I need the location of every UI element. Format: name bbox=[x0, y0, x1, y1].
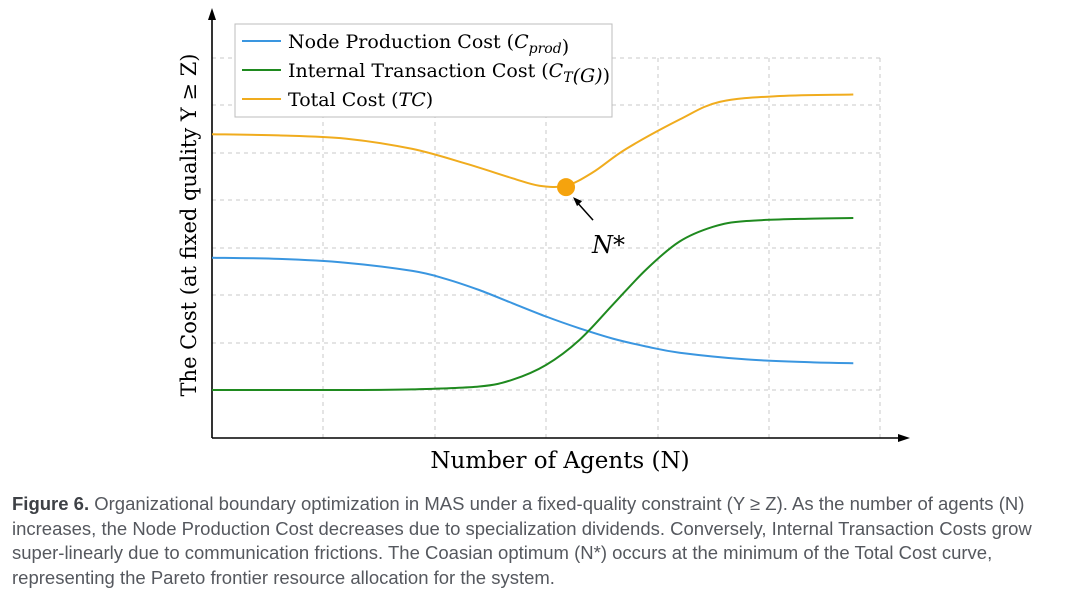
line-chart: N* Number of Agents (N) The Cost (at fix… bbox=[177, 8, 910, 474]
figure-caption: Figure 6. Organizational boundary optimi… bbox=[12, 492, 1070, 590]
legend-entry: Total Cost (TC) bbox=[288, 89, 433, 111]
optimum-label: N* bbox=[591, 231, 625, 259]
caption-label: Figure 6. bbox=[12, 493, 90, 514]
optimum-arrow-head-icon bbox=[573, 197, 583, 207]
series bbox=[211, 93, 854, 392]
axes bbox=[208, 8, 910, 442]
legend-box bbox=[234, 23, 613, 118]
legend: Node Production Cost (Cprod)Internal Tra… bbox=[234, 23, 613, 118]
legend-entry: Node Production Cost (Cprod) bbox=[288, 31, 569, 58]
node-production-cost-line bbox=[211, 256, 854, 365]
internal-transaction-cost-line bbox=[211, 217, 854, 392]
legend-entry: Internal Transaction Cost (CT(G)) bbox=[288, 60, 610, 87]
total-cost-line bbox=[211, 93, 854, 188]
legend-items: Node Production Cost (Cprod)Internal Tra… bbox=[242, 31, 610, 111]
caption-text: Organizational boundary optimization in … bbox=[12, 493, 1032, 588]
y-axis-arrow-icon bbox=[208, 8, 216, 20]
x-axis-label: Number of Agents (N) bbox=[430, 448, 689, 474]
y-axis-label: The Cost (at fixed quality Y ≥ Z) bbox=[177, 54, 201, 397]
optimum-marker bbox=[557, 178, 576, 197]
x-axis-arrow-icon bbox=[898, 434, 910, 442]
annotations: N* bbox=[557, 178, 625, 259]
